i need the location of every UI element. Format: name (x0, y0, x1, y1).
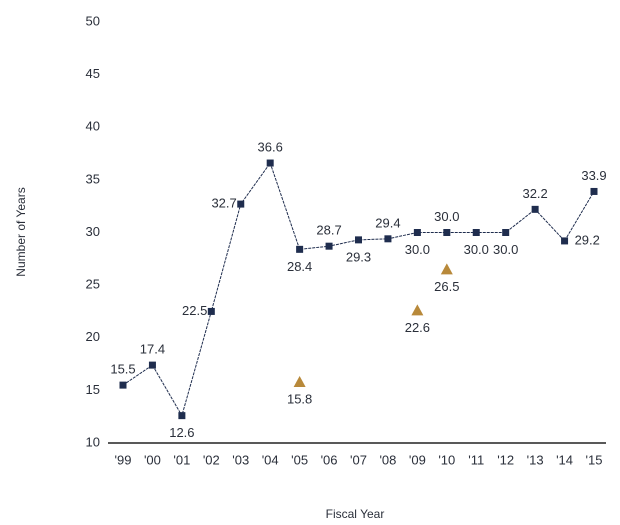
point-marker (119, 381, 127, 389)
point-marker (440, 263, 453, 275)
point-marker (148, 361, 156, 369)
y-tick-label: 15 (86, 382, 100, 397)
x-tick-label: '99 (115, 452, 132, 467)
x-tick-label: '11 (468, 452, 484, 467)
point-marker (531, 205, 539, 213)
x-tick-label: '10 (438, 452, 455, 467)
point-marker (413, 229, 421, 236)
x-tick-label: '13 (527, 452, 544, 467)
data-label: 28.7 (316, 223, 341, 238)
point-marker (472, 229, 480, 236)
data-label: 22.6 (405, 320, 430, 335)
x-tick-label: '14 (556, 452, 573, 467)
y-tick-label: 50 (86, 13, 100, 28)
y-tick-label: 35 (86, 171, 100, 186)
data-label: 15.8 (287, 391, 312, 406)
data-label: 26.5 (434, 279, 459, 294)
data-label: 30.0 (464, 242, 489, 257)
data-label: 29.3 (346, 249, 371, 264)
point-marker (590, 187, 598, 195)
y-tick-label: 45 (86, 66, 100, 81)
x-tick-label: '05 (291, 452, 308, 467)
data-label: 12.6 (169, 425, 194, 440)
data-label: 32.7 (211, 196, 236, 211)
data-label: 22.5 (182, 303, 207, 318)
data-label: 30.0 (434, 209, 459, 224)
point-marker (296, 245, 304, 253)
x-tick-label: '02 (203, 452, 220, 467)
data-label: 15.5 (110, 362, 135, 377)
x-tick-label: '00 (144, 452, 161, 467)
y-tick-label: 40 (86, 119, 100, 134)
point-marker (384, 235, 392, 243)
x-tick-label: '08 (379, 452, 396, 467)
data-label: 32.2 (522, 186, 547, 201)
data-label: 36.6 (258, 139, 283, 154)
data-label: 30.0 (405, 242, 430, 257)
y-tick-label: 25 (86, 277, 100, 292)
y-tick-label: 10 (86, 434, 100, 449)
data-label: 29.2 (575, 232, 600, 247)
x-tick-label: '12 (497, 452, 514, 467)
data-label: 30.0 (493, 242, 518, 257)
x-axis-title: Fiscal Year (326, 507, 385, 521)
x-tick-label: '09 (409, 452, 426, 467)
x-tick-label: '03 (232, 452, 249, 467)
data-label: 33.9 (581, 168, 606, 183)
x-tick-label: '06 (321, 452, 338, 467)
y-tick-label: 20 (86, 329, 100, 344)
x-tick-label: '15 (586, 452, 603, 467)
point-marker (355, 236, 362, 244)
point-marker (266, 159, 274, 167)
point-marker (293, 375, 306, 387)
point-marker (178, 412, 186, 420)
point-marker (502, 229, 510, 236)
x-tick-label: '01 (173, 452, 190, 467)
point-marker (411, 304, 424, 316)
data-label: 28.4 (287, 259, 312, 274)
point-marker (443, 229, 451, 236)
y-tick-label: 30 (86, 224, 100, 239)
point-marker (207, 307, 215, 315)
x-tick-label: '07 (350, 452, 367, 467)
point-marker (325, 242, 333, 250)
x-tick-label: '04 (262, 452, 279, 467)
data-label: 17.4 (140, 342, 165, 357)
data-line (122, 161, 595, 417)
data-label: 29.4 (375, 215, 400, 230)
point-marker (561, 237, 569, 245)
y-axis-title: Number of Years (14, 187, 28, 276)
point-marker (237, 200, 245, 208)
